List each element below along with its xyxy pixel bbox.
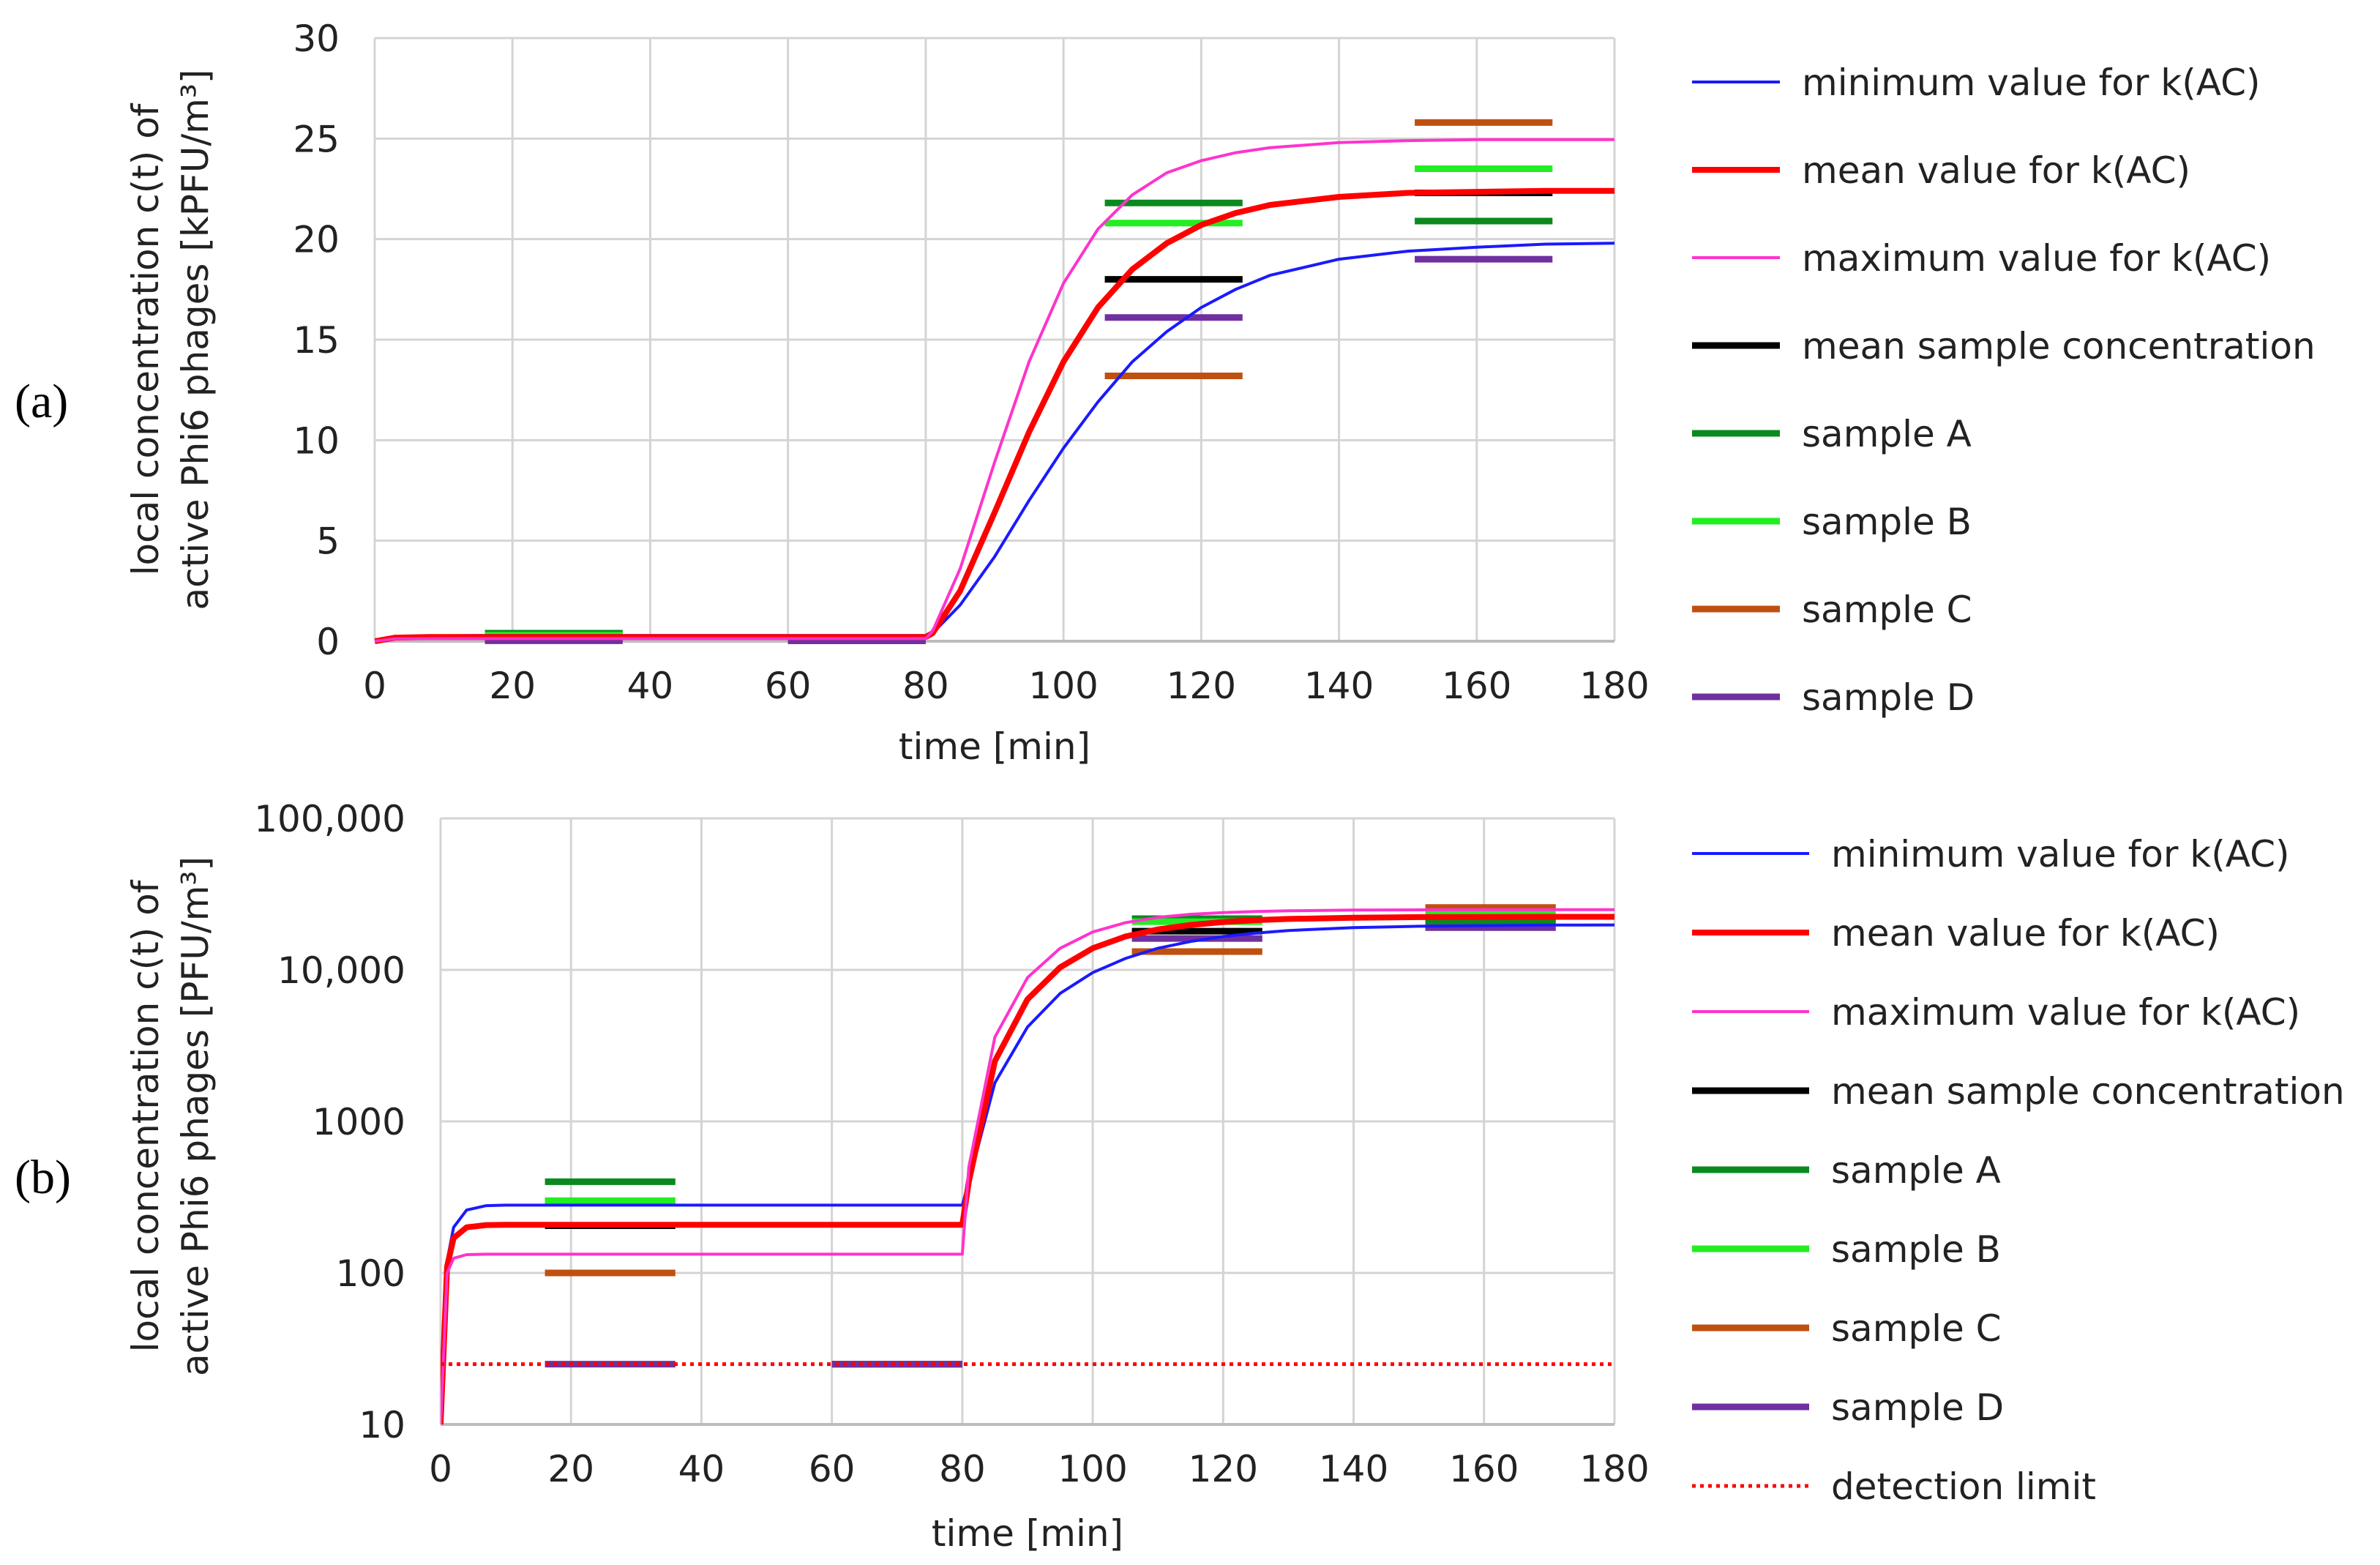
y-tick-label: 10	[359, 1404, 405, 1446]
x-tick-label: 0	[363, 665, 386, 707]
legend-label: mean value for k(AC)	[1802, 149, 2190, 192]
series-line	[441, 908, 1614, 1425]
y-axis-label-line1: local concentration c(t) of	[124, 102, 167, 575]
y-axis-label-line2: active Phi6 phages [PFU/m³]	[174, 856, 217, 1376]
y-tick-label: 5	[316, 520, 340, 563]
legend-label: sample A	[1802, 413, 1972, 455]
y-tick-label: 25	[293, 118, 340, 160]
x-axis-label: time [min]	[899, 725, 1090, 768]
x-tick-label: 160	[1449, 1448, 1519, 1490]
legend-label: mean value for k(AC)	[1831, 912, 2220, 955]
x-tick-label: 80	[939, 1448, 986, 1490]
legend-label: mean sample concentration	[1802, 325, 2316, 367]
series-line	[375, 242, 1615, 643]
series-line	[375, 187, 1614, 644]
x-axis-label: time [min]	[932, 1512, 1123, 1555]
legend: minimum value for k(AC) mean value for k(…	[1692, 61, 2316, 719]
panel-label: (a)	[15, 375, 68, 428]
x-tick-label: 140	[1319, 1448, 1388, 1490]
x-tick-label: 180	[1579, 665, 1649, 707]
y-tick-label: 100,000	[254, 798, 405, 840]
x-tick-label: 120	[1189, 1448, 1258, 1490]
y-tick-label: 100	[336, 1252, 405, 1295]
x-tick-label: 40	[627, 665, 674, 707]
x-tick-label: 40	[678, 1448, 725, 1490]
legend-label: maximum value for k(AC)	[1802, 237, 2271, 280]
x-tick-label: 100	[1058, 1448, 1127, 1490]
x-tick-label: 160	[1442, 665, 1511, 707]
y-tick-label: 30	[293, 18, 340, 60]
y-tick-label: 10,000	[277, 949, 405, 992]
x-tick-label: 20	[547, 1448, 594, 1490]
y-axis-label: local concentration c(t) of active Phi6 p…	[124, 70, 217, 610]
chart-panel-a: 0 20 40 60 80 100 120 140 160 180 0 5 10 15 20 25 30 time…	[15, 18, 2316, 768]
series-line	[375, 138, 1614, 643]
legend: minimum value for k(AC) mean value for k(…	[1692, 833, 2345, 1508]
y-tick-label: 15	[293, 319, 340, 362]
y-tick-label: 10	[293, 419, 340, 462]
legend-label: sample B	[1831, 1228, 2001, 1271]
legend-label: sample C	[1831, 1307, 2002, 1350]
legend-label: mean sample concentration	[1831, 1070, 2345, 1113]
y-tick-label: 1000	[313, 1101, 405, 1143]
legend-label: sample D	[1802, 676, 1975, 719]
x-tick-label: 100	[1028, 665, 1098, 707]
x-tick-label: 80	[902, 665, 949, 707]
x-tick-label: 120	[1167, 665, 1236, 707]
legend-label: sample D	[1831, 1386, 2004, 1429]
legend-label: maximum value for k(AC)	[1831, 991, 2300, 1034]
legend-label: minimum value for k(AC)	[1802, 61, 2261, 104]
legend-label: sample A	[1831, 1149, 2001, 1192]
y-axis-label-line2: active Phi6 phages [kPFU/m³]	[174, 70, 217, 610]
legend-label: minimum value for k(AC)	[1831, 833, 2290, 875]
x-tick-label: 60	[809, 1448, 856, 1490]
x-tick-label: 60	[765, 665, 812, 707]
legend-label: sample C	[1802, 589, 1972, 631]
x-tick-label: 20	[489, 665, 536, 707]
y-axis-label: local concentration c(t) of active Phi6 p…	[124, 856, 217, 1376]
series-line	[441, 914, 1614, 1425]
y-axis-label-line1: local concentration c(t) of	[124, 879, 167, 1352]
y-tick-label: 0	[316, 621, 340, 663]
x-tick-label: 180	[1579, 1448, 1649, 1490]
chart-panel-b: 0 20 40 60 80 100 120 140 160 180 10 100 1000 10,000 1…	[15, 798, 2345, 1555]
x-tick-label: 0	[429, 1448, 452, 1490]
series-line	[441, 923, 1615, 1425]
legend-label: sample B	[1802, 501, 1972, 543]
x-tick-label: 140	[1304, 665, 1374, 707]
plot-area	[375, 119, 1615, 644]
plot-area	[441, 904, 1615, 1425]
legend-label: detection limit	[1831, 1465, 2096, 1508]
panel-label: (b)	[15, 1151, 71, 1204]
y-tick-label: 20	[293, 219, 340, 261]
